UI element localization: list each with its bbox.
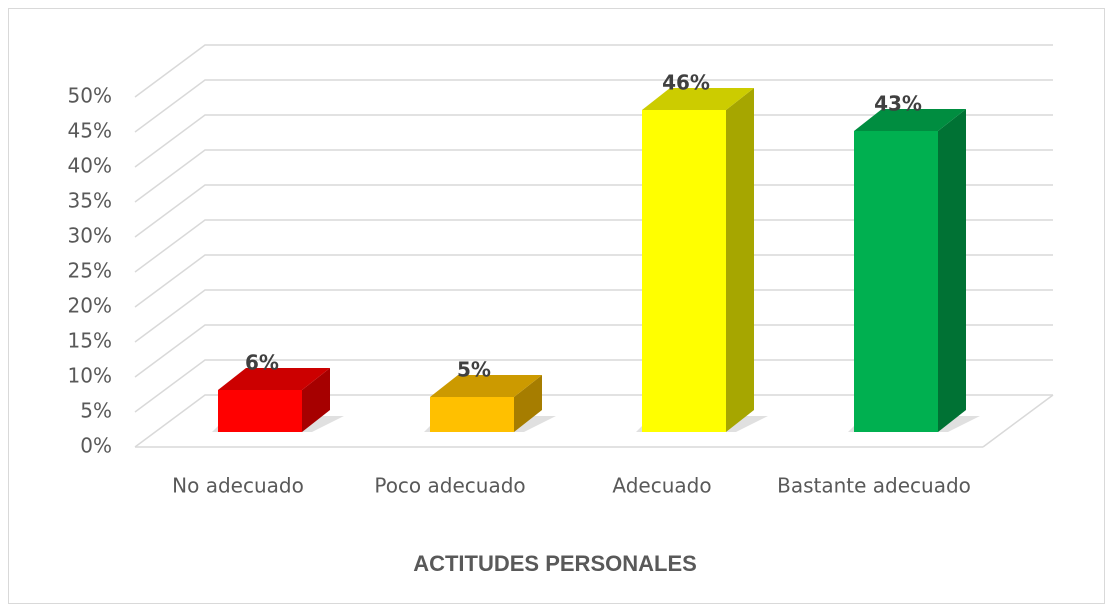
grid-line (134, 114, 1053, 168)
bar (854, 131, 938, 432)
grid-line (134, 324, 1053, 378)
grid-line (134, 219, 1053, 273)
data-label: 6% (245, 351, 279, 375)
bar-top (854, 109, 966, 131)
bar (218, 390, 302, 432)
grid-line (134, 184, 1053, 238)
bar (430, 397, 514, 432)
y-tick-label: 15% (68, 329, 112, 353)
grid-line (134, 254, 1053, 308)
bar (642, 110, 726, 432)
grid-line (134, 149, 1053, 203)
y-tick-label: 35% (68, 189, 112, 213)
x-tick-label: Adecuado (612, 474, 711, 498)
y-tick-label: 5% (80, 399, 112, 423)
bar-top (430, 375, 542, 397)
x-axis-title: ACTITUDES PERSONALES (413, 551, 697, 576)
grid-line (134, 44, 1053, 98)
bar-side (726, 88, 754, 432)
y-tick-label: 20% (68, 294, 112, 318)
data-label: 43% (874, 92, 922, 116)
y-tick-label: 50% (68, 84, 112, 108)
bar-side (302, 368, 330, 432)
grid-line (134, 79, 1053, 133)
y-tick-label: 0% (80, 434, 112, 458)
y-tick-label: 40% (68, 154, 112, 178)
bar-top (642, 88, 754, 110)
x-tick-label: No adecuado (172, 474, 304, 498)
y-tick-label: 10% (68, 364, 112, 388)
grid-line (134, 289, 1053, 343)
bar-side (938, 109, 966, 432)
bar-side (514, 375, 542, 432)
x-tick-label: Bastante adecuado (777, 474, 971, 498)
y-tick-label: 25% (68, 259, 112, 283)
grid-line (134, 394, 1053, 448)
data-label: 46% (662, 71, 710, 95)
y-tick-label: 45% (68, 119, 112, 143)
data-label: 5% (457, 358, 491, 382)
bar-top (218, 368, 330, 390)
grid-line (134, 359, 1053, 413)
floor-edge (982, 394, 1054, 448)
x-tick-label: Poco adecuado (374, 474, 525, 498)
y-tick-label: 30% (68, 224, 112, 248)
